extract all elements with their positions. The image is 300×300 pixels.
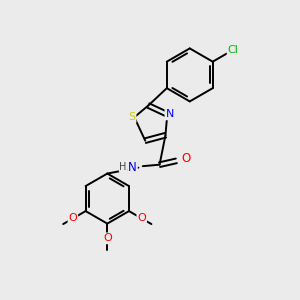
Text: O: O: [103, 233, 112, 243]
Text: O: O: [68, 214, 77, 224]
Text: N: N: [128, 160, 137, 173]
Text: Cl: Cl: [228, 45, 238, 55]
Text: O: O: [137, 214, 146, 224]
Text: S: S: [128, 112, 136, 122]
Text: N: N: [166, 110, 174, 119]
Text: H: H: [119, 162, 127, 172]
Text: O: O: [182, 152, 191, 165]
